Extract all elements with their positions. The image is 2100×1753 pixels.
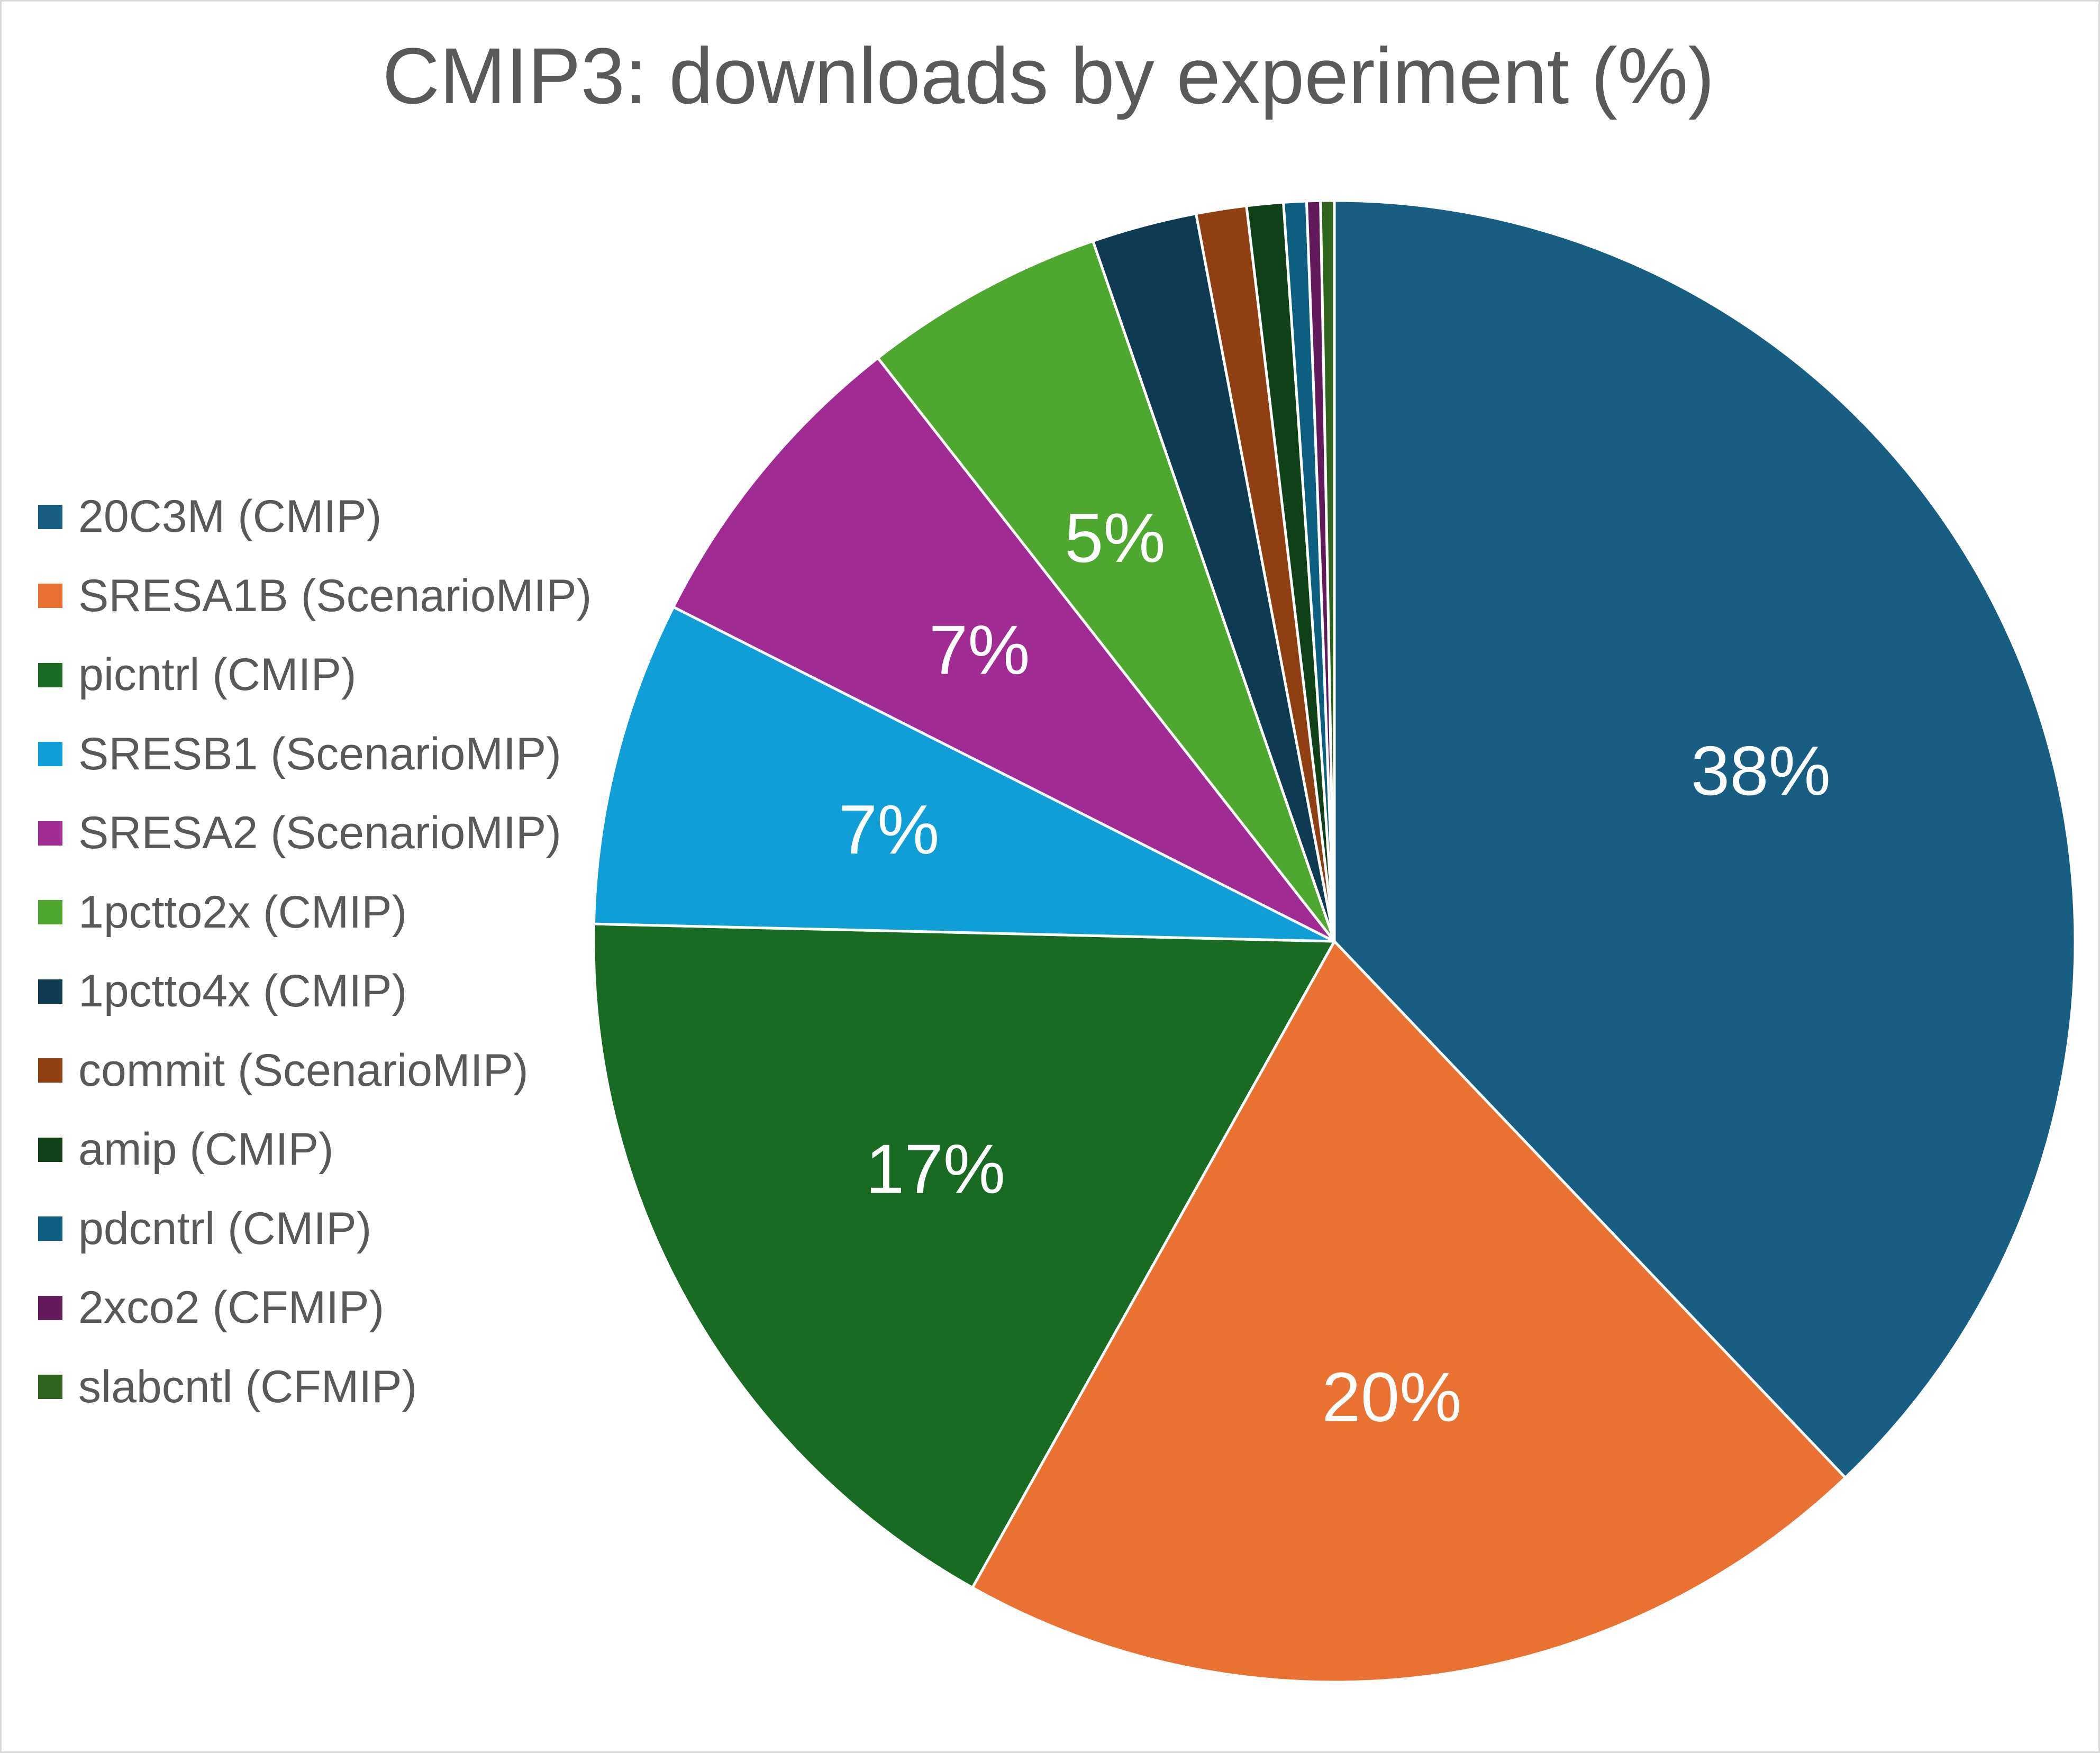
legend-item-2: picntrl (CMIP) [38,635,604,715]
legend-swatch [38,900,62,925]
legend-item-10: 2xco2 (CFMIP) [38,1268,604,1348]
legend-label: picntrl (CMIP) [78,649,357,701]
pie-data-label-0: 38% [1691,732,1831,810]
legend-label: SRESA1B (ScenarioMIP) [78,570,592,621]
legend-item-3: SRESB1 (ScenarioMIP) [38,715,604,794]
legend-item-9: pdcntrl (CMIP) [38,1189,604,1269]
legend-label: pdcntrl (CMIP) [78,1203,372,1254]
pie-data-labels: 38% 20% 17% 7% 7% 5% [839,499,1831,1436]
legend-swatch [38,1137,62,1162]
legend-swatch [38,584,62,608]
pie-data-label-1: 20% [1322,1358,1461,1436]
chart-title: CMIP3: downloads by experiment (%) [382,31,1715,120]
legend-swatch [38,1058,62,1083]
legend-item-0: 20C3M (CMIP) [38,477,604,557]
pie-slice-2 [592,922,1336,1589]
pie-slice-5 [876,239,1336,943]
pie-data-label-3: 7% [839,791,940,868]
legend-label: amip (CMIP) [78,1124,334,1175]
legend-label: slabcntl (CFMIP) [78,1361,417,1412]
legend-item-6: 1pctto4x (CMIP) [38,952,604,1031]
pie-data-label-5: 5% [1065,499,1166,577]
pie-slice-4 [672,356,1336,943]
legend-swatch [38,1295,62,1320]
legend-swatch [38,1216,62,1241]
pie-data-label-2: 17% [866,1130,1005,1208]
legend-label: 2xco2 (CFMIP) [78,1282,385,1333]
legend-swatch [38,742,62,767]
legend-item-7: commit (ScenarioMIP) [38,1031,604,1111]
legend-swatch [38,979,62,1004]
pie-slice-11 [1319,199,1336,943]
legend-label: 20C3M (CMIP) [78,491,382,542]
legend-swatch [38,662,62,687]
pie-slice-0 [1333,199,2077,1479]
pie-slice-1 [971,940,1847,1684]
legend-item-1: SRESA1B (ScenarioMIP) [38,557,604,636]
legend-item-11: slabcntl (CFMIP) [38,1348,604,1427]
legend-item-5: 1pctto2x (CMIP) [38,873,604,952]
legend-swatch [38,504,62,529]
legend-swatch [38,1375,62,1400]
legend-item-8: amip (CMIP) [38,1110,604,1189]
legend-item-4: SRESA2 (ScenarioMIP) [38,794,604,873]
pie-data-label-4: 7% [929,611,1030,689]
legend-label: 1pctto2x (CMIP) [78,886,407,938]
legend: 20C3M (CMIP) SRESA1B (ScenarioMIP) picntrl… [38,477,604,1427]
legend-label: SRESB1 (ScenarioMIP) [78,728,561,779]
legend-label: SRESA2 (ScenarioMIP) [78,807,561,859]
legend-label: commit (ScenarioMIP) [78,1044,529,1096]
legend-swatch [38,821,62,846]
pie-slice-3 [592,605,1336,943]
pie-slices [592,199,2077,1684]
legend-label: 1pctto4x (CMIP) [78,966,407,1017]
